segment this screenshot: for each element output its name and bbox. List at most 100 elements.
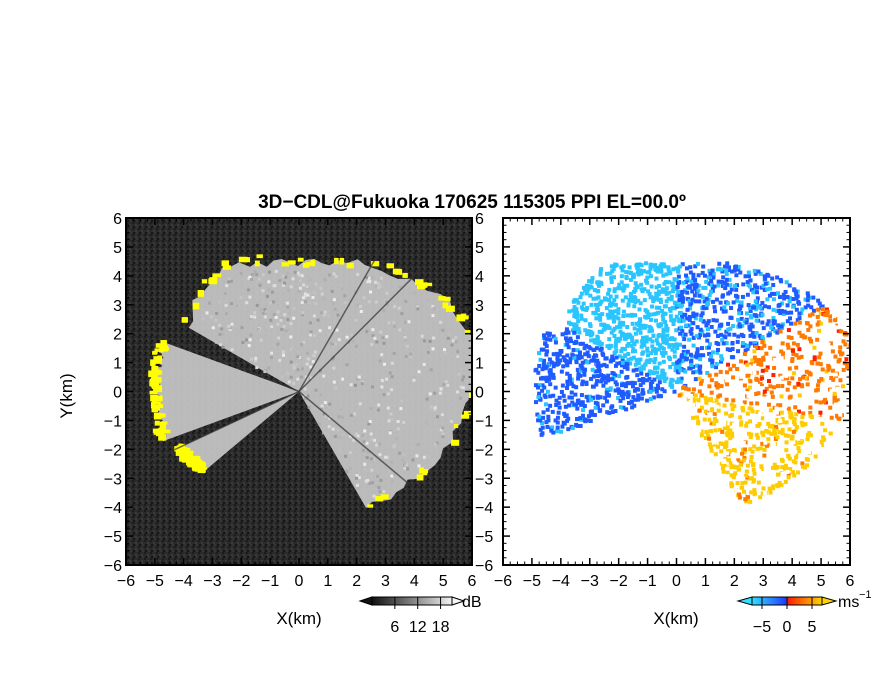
velocity-cell [745,344,750,349]
velocity-cell [645,398,650,403]
velocity-cell [654,338,659,343]
velocity-cell [708,429,713,434]
velocity-cell [773,444,778,449]
reflectivity-speckle [276,342,280,346]
velocity-cell [706,333,711,338]
velocity-cell [730,346,735,351]
velocity-cell [789,310,794,315]
velocity-cell [793,460,798,465]
velocity-cell [669,377,674,382]
velocity-cell [688,306,693,311]
velocity-cell [630,380,635,385]
velocity-cell [619,274,624,279]
velocity-cell [562,411,567,416]
velocity-cell [649,370,654,375]
reflectivity-speckle [363,429,367,433]
velocity-cell [644,309,649,314]
velocity-cell [724,282,729,287]
velocity-cell [703,389,708,394]
reflectivity-speckle [381,336,385,340]
velocity-cell [833,402,838,407]
reflectivity-speckle [378,453,382,457]
y-tick-label-right: 5 [475,240,484,257]
velocity-cell [738,324,743,329]
velocity-cell [749,287,754,292]
velocity-cell [633,288,638,293]
velocity-cell [835,325,840,330]
velocity-cell [583,328,588,333]
reflectivity-speckle [377,403,381,407]
velocity-cell [714,372,719,377]
velocity-cell [657,333,662,338]
velocity-cell [744,499,749,504]
reflectivity-speckle [379,330,383,334]
velocity-cell [578,368,583,373]
velocity-cell [761,357,766,362]
reflectivity-edge-cell [153,370,163,375]
reflectivity-speckle [265,294,269,298]
reflectivity-edge-cell [281,262,289,267]
velocity-cell [634,367,639,372]
velocity-cell [712,440,717,445]
colorbar-reflectivity-low-arrow [358,596,373,606]
velocity-cell [595,363,600,368]
velocity-cell [822,389,827,394]
velocity-cell [631,395,636,400]
y-axis-label: Y(km) [57,373,76,418]
reflectivity-speckle [392,321,396,325]
velocity-cell [822,408,827,413]
velocity-cell [650,380,655,385]
velocity-cell [625,381,630,386]
reflectivity-speckle [409,352,413,356]
velocity-cell [783,479,788,484]
reflectivity-speckle [300,274,304,278]
reflectivity-speckle [415,454,419,458]
velocity-cell [735,339,740,344]
reflectivity-echo-field [138,240,472,509]
reflectivity-speckle [367,422,371,426]
velocity-cell [754,290,759,295]
reflectivity-speckle [412,378,416,382]
velocity-cell [762,392,767,397]
reflectivity-speckle [356,272,360,276]
reflectivity-speckle [460,378,464,382]
velocity-cell [806,294,811,299]
reflectivity-speckle [303,294,307,298]
velocity-cell [723,286,728,291]
velocity-cell [672,277,677,282]
velocity-cell [730,464,735,469]
velocity-cell [667,290,672,295]
velocity-cell [637,321,642,326]
velocity-cell [577,355,582,360]
velocity-cell [715,333,720,338]
reflectivity-speckle [396,419,400,423]
reflectivity-speckle [375,443,379,447]
velocity-cell [625,366,630,371]
velocity-cell [837,349,842,354]
velocity-cell [745,421,750,426]
reflectivity-speckle [337,338,341,342]
velocity-cell [654,291,659,296]
velocity-cell [547,333,552,338]
velocity-cell [656,394,661,399]
velocity-cell [681,350,686,355]
velocity-cell [595,394,600,399]
velocity-cell [739,332,744,337]
reflectivity-speckle [416,305,420,309]
velocity-cell [547,377,552,382]
velocity-cell [621,288,626,293]
velocity-cell [756,365,761,370]
velocity-cell [621,309,626,314]
reflectivity-speckle [355,436,359,440]
velocity-cell [801,411,806,416]
reflectivity-speckle [365,275,369,279]
reflectivity-speckle [432,336,436,340]
velocity-cell [768,418,773,423]
velocity-cell [760,312,765,317]
reflectivity-speckle [446,383,450,387]
reflectivity-edge-cell [154,348,163,352]
reflectivity-speckle [356,377,360,381]
velocity-cell [797,330,802,335]
velocity-cell [780,427,785,432]
velocity-cell [724,268,729,273]
